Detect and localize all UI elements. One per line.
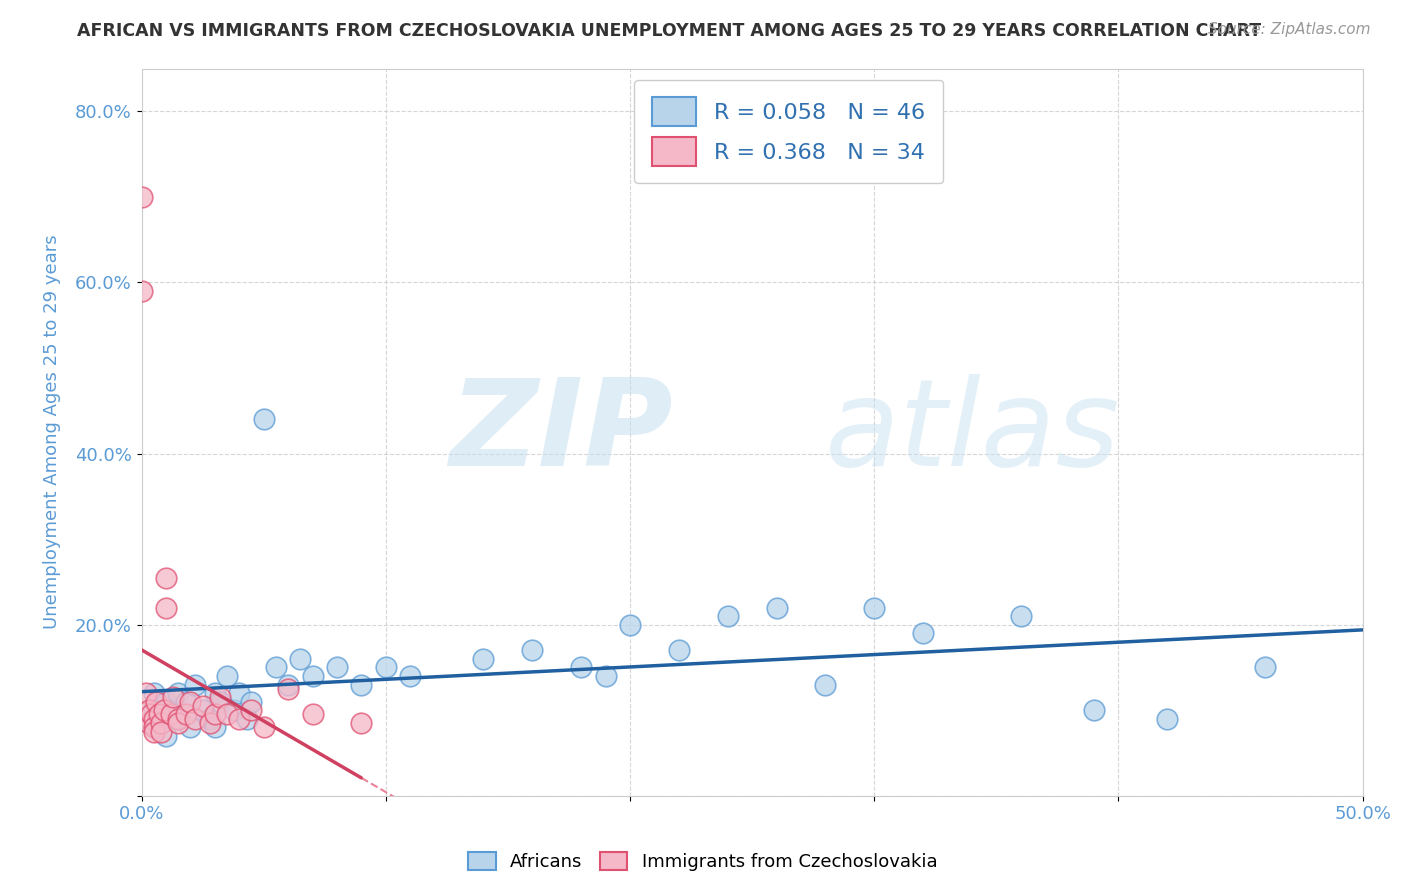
Point	[191, 703, 214, 717]
Point	[1156, 712, 1178, 726]
Point	[204, 720, 226, 734]
Point	[179, 720, 201, 734]
Point	[198, 716, 221, 731]
Point	[184, 712, 207, 726]
Point	[152, 703, 174, 717]
Point	[217, 669, 239, 683]
Point	[198, 712, 221, 726]
Point	[472, 652, 495, 666]
Point	[1254, 660, 1277, 674]
Point	[131, 190, 153, 204]
Point	[142, 703, 165, 717]
Legend: Africans, Immigrants from Czechoslovakia: Africans, Immigrants from Czechoslovakia	[461, 845, 945, 879]
Y-axis label: Unemployment Among Ages 25 to 29 years: Unemployment Among Ages 25 to 29 years	[44, 235, 60, 630]
Point	[148, 707, 170, 722]
Point	[569, 660, 592, 674]
Point	[160, 703, 183, 717]
Point	[155, 571, 177, 585]
Point	[174, 707, 197, 722]
Point	[142, 720, 165, 734]
Point	[150, 712, 173, 726]
Point	[240, 703, 263, 717]
Point	[208, 695, 231, 709]
Point	[208, 690, 231, 705]
Point	[350, 716, 373, 731]
Point	[235, 712, 257, 726]
Point	[138, 703, 160, 717]
Point	[717, 609, 740, 624]
Point	[204, 686, 226, 700]
Point	[224, 703, 246, 717]
Point	[179, 695, 201, 709]
Point	[142, 686, 165, 700]
Point	[350, 677, 373, 691]
Point	[174, 695, 197, 709]
Point	[1010, 609, 1032, 624]
Point	[290, 652, 312, 666]
Point	[277, 681, 299, 696]
Point	[142, 724, 165, 739]
Point	[240, 695, 263, 709]
Point	[253, 412, 276, 426]
Point	[277, 677, 299, 691]
Point	[399, 669, 422, 683]
Point	[228, 712, 250, 726]
Point	[155, 729, 177, 743]
Point	[301, 707, 323, 722]
Point	[522, 643, 544, 657]
Text: atlas: atlas	[825, 374, 1121, 491]
Point	[142, 712, 165, 726]
Text: AFRICAN VS IMMIGRANTS FROM CZECHOSLOVAKIA UNEMPLOYMENT AMONG AGES 25 TO 29 YEARS: AFRICAN VS IMMIGRANTS FROM CZECHOSLOVAKI…	[77, 22, 1261, 40]
Point	[142, 720, 165, 734]
Point	[863, 600, 886, 615]
Point	[326, 660, 349, 674]
Text: ZIP: ZIP	[449, 374, 672, 491]
Point	[150, 716, 173, 731]
Point	[595, 669, 617, 683]
Point	[155, 695, 177, 709]
Point	[204, 707, 226, 722]
Text: Source: ZipAtlas.com: Source: ZipAtlas.com	[1208, 22, 1371, 37]
Point	[184, 677, 207, 691]
Point	[150, 724, 173, 739]
Point	[155, 600, 177, 615]
Point	[217, 707, 239, 722]
Point	[191, 698, 214, 713]
Point	[1083, 703, 1105, 717]
Legend: R = 0.058   N = 46, R = 0.368   N = 34: R = 0.058 N = 46, R = 0.368 N = 34	[634, 79, 943, 184]
Point	[162, 690, 184, 705]
Point	[814, 677, 837, 691]
Point	[619, 617, 641, 632]
Point	[911, 626, 934, 640]
Point	[160, 707, 183, 722]
Point	[668, 643, 690, 657]
Point	[167, 716, 190, 731]
Point	[301, 669, 323, 683]
Point	[138, 716, 160, 731]
Point	[374, 660, 396, 674]
Point	[167, 686, 190, 700]
Point	[167, 712, 190, 726]
Point	[131, 284, 153, 298]
Point	[141, 707, 163, 722]
Point	[765, 600, 787, 615]
Point	[135, 686, 157, 700]
Point	[167, 712, 190, 726]
Point	[228, 686, 250, 700]
Point	[145, 695, 167, 709]
Point	[264, 660, 287, 674]
Point	[253, 720, 276, 734]
